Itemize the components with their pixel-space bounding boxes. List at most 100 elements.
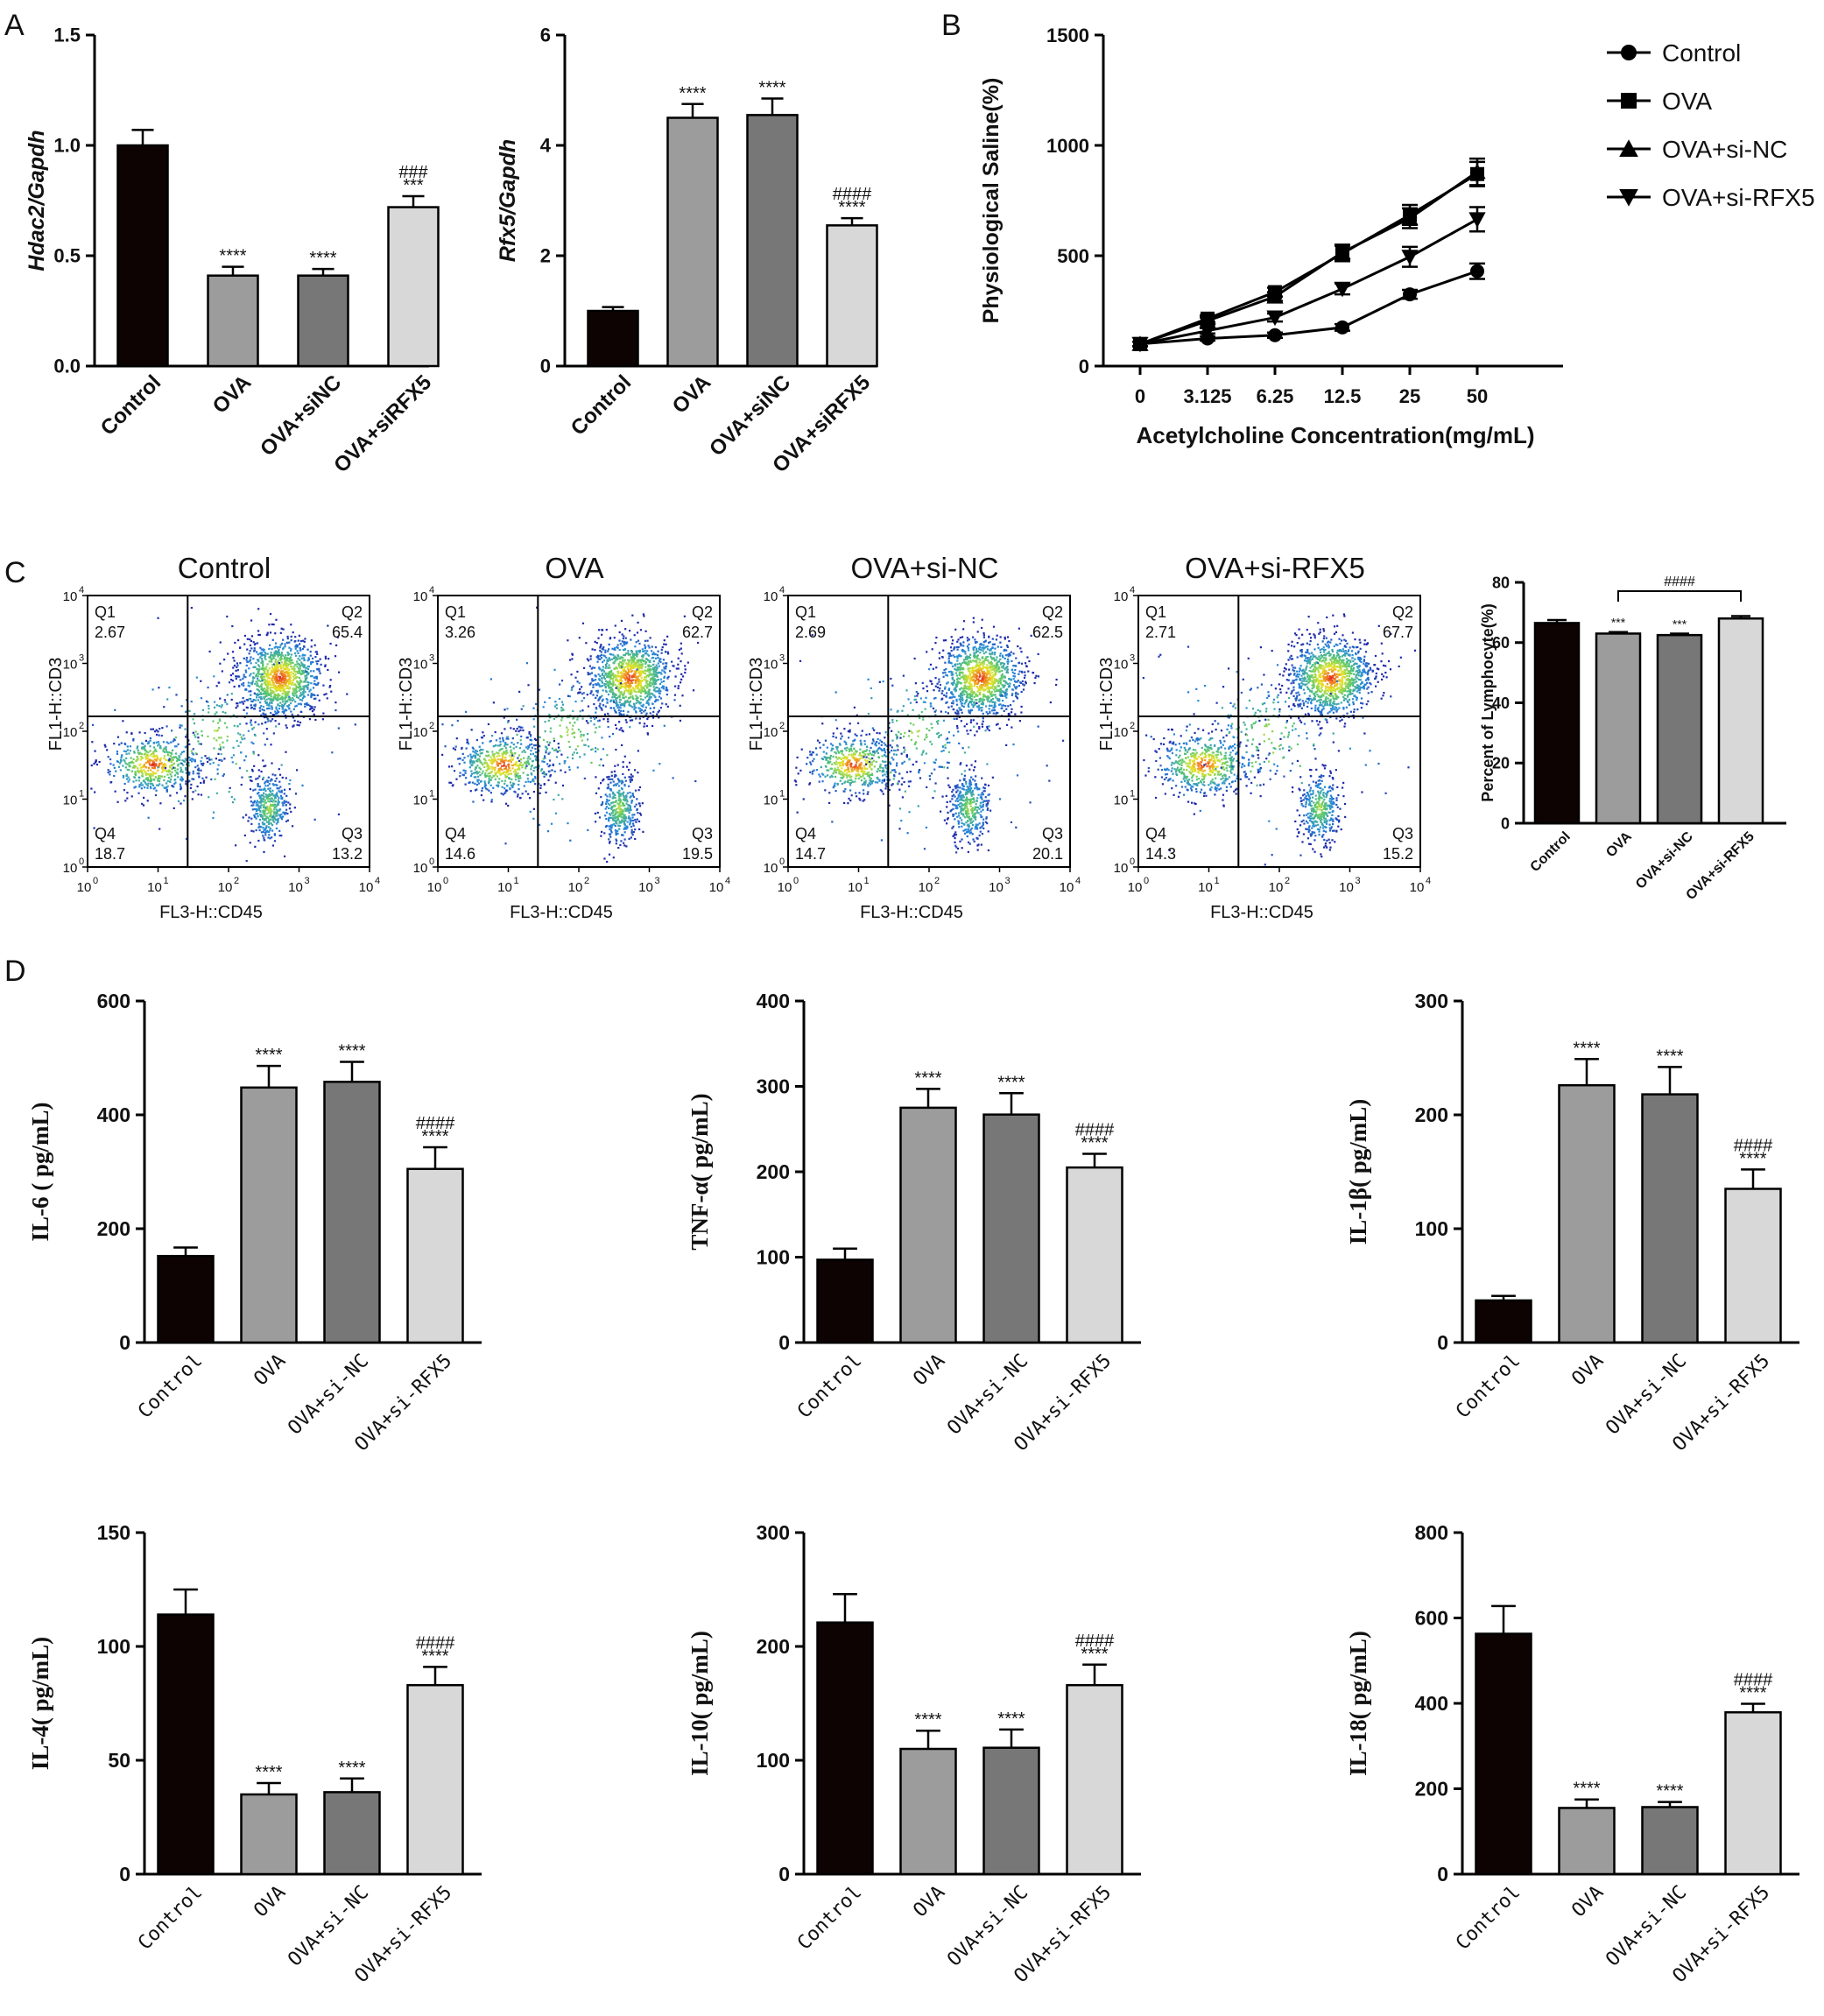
flow-dot	[236, 665, 238, 666]
flow-dot	[505, 789, 507, 791]
flow-dot	[533, 780, 535, 782]
flow-dot	[125, 766, 127, 768]
flow-dot	[598, 698, 600, 700]
flow-dot	[147, 761, 149, 763]
flow-dot	[527, 684, 529, 686]
flow-dot	[313, 683, 315, 685]
flow-dot	[175, 694, 177, 695]
flow-dot	[633, 653, 635, 655]
flow-dot	[661, 702, 663, 704]
flow-dot	[531, 773, 532, 775]
flow-dot	[234, 725, 236, 727]
flow-dot	[261, 680, 263, 681]
flow-dot	[658, 690, 659, 692]
flow-dot	[499, 744, 501, 746]
flow-dot	[624, 777, 626, 779]
flow-dot	[194, 723, 195, 724]
flow-dot	[513, 744, 515, 745]
flow-dot	[478, 783, 480, 785]
flow-dot	[283, 668, 285, 670]
flow-dot	[504, 776, 506, 778]
flow-dot	[587, 659, 588, 660]
flow-dot	[613, 708, 615, 709]
flow-dot	[224, 701, 226, 703]
flow-dot	[261, 723, 263, 724]
flow-dot	[996, 638, 997, 640]
flow-dot	[191, 607, 193, 609]
flow-dot	[165, 746, 166, 748]
y-tick-label: 6	[540, 25, 551, 46]
flow-dot	[476, 772, 478, 774]
flow-dot	[572, 729, 574, 730]
flow-dot	[609, 678, 611, 680]
flow-dot	[338, 727, 340, 729]
flow-dot	[529, 797, 531, 799]
flow-dot	[657, 657, 658, 659]
flow-dot	[309, 718, 311, 720]
y-tick-label: 10	[413, 861, 428, 876]
flow-dot	[279, 774, 281, 776]
flow-dot	[618, 709, 620, 711]
flow-dot	[325, 656, 327, 658]
flow-dot	[625, 795, 627, 797]
flow-dot	[230, 674, 232, 676]
flow-dot	[271, 790, 273, 792]
flow-dot	[284, 793, 285, 794]
flow-dot	[147, 800, 149, 801]
flow-dot	[641, 677, 643, 679]
flow-dot	[243, 658, 245, 659]
category-label: Control	[96, 370, 165, 440]
flow-dot	[109, 763, 111, 765]
flow-dot	[263, 678, 264, 680]
flow-dot	[300, 661, 302, 663]
flow-dot	[532, 818, 534, 820]
flow-dot	[288, 675, 290, 677]
flow-dot	[256, 801, 257, 803]
flow-dot	[242, 738, 243, 740]
flow-dot	[304, 691, 306, 693]
flow-dot	[277, 704, 278, 706]
quadrant-q2-value: 65.4	[332, 624, 363, 641]
flow-dot	[255, 735, 257, 737]
flow-dot	[956, 674, 958, 676]
flow-dot	[610, 683, 612, 685]
flow-dot	[254, 644, 256, 645]
flow-dot	[653, 688, 655, 690]
flow-dot	[268, 719, 270, 721]
flow-dot	[288, 679, 290, 680]
flow-dot	[308, 659, 310, 660]
flow-dot	[216, 730, 218, 731]
flow-dot	[266, 704, 268, 706]
flow-dot	[644, 647, 646, 649]
flow-dot	[275, 659, 277, 660]
flow-dot	[630, 653, 631, 655]
flow-dot	[271, 708, 273, 710]
flow-dot	[285, 672, 286, 673]
flow-dot	[301, 658, 303, 659]
flow-dot	[208, 705, 209, 707]
flow-dot	[185, 780, 187, 782]
flow-dot	[658, 662, 659, 664]
flow-dot	[272, 820, 274, 821]
flow-dot	[616, 712, 617, 714]
y-tick-label: 1000	[1046, 135, 1089, 157]
flow-dot	[296, 680, 298, 682]
flow-dot	[309, 708, 311, 710]
flow-dot	[263, 807, 264, 808]
flow-dot	[535, 766, 537, 768]
series-3: OVA+si-NC	[1131, 136, 1787, 351]
flow-dot	[484, 774, 486, 776]
flow-dot	[506, 772, 508, 773]
flow-dot	[616, 785, 617, 786]
flow-dot	[480, 780, 482, 782]
x-tick-exponent: 1	[513, 876, 518, 886]
flow-dot	[281, 801, 283, 803]
flow-dot	[643, 660, 644, 662]
x-axis-label: Acetylcholine Concentration(mg/mL)	[1136, 422, 1534, 448]
flow-dot	[157, 617, 158, 619]
flow-dot	[459, 772, 461, 773]
flow-dot	[180, 802, 181, 804]
flow-dot	[296, 676, 298, 678]
flow-dot	[258, 680, 260, 681]
flow-dot	[475, 755, 476, 757]
